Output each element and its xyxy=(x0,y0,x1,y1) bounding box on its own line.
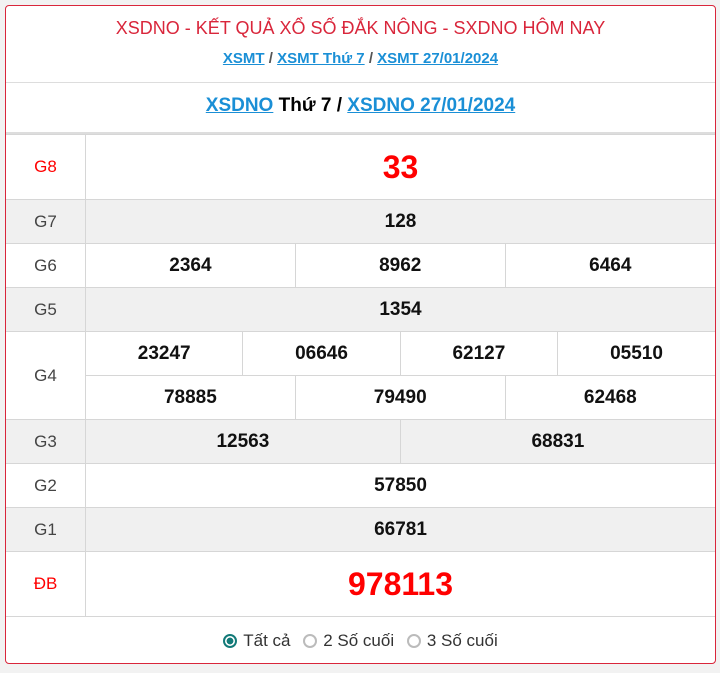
separator: / xyxy=(368,50,373,67)
option-label: Tất cả xyxy=(243,631,291,650)
prize-label: G8 xyxy=(6,134,86,200)
prize-value: 8962 xyxy=(294,243,506,288)
prize-value: 62468 xyxy=(504,375,715,420)
row-g7: G7 128 xyxy=(6,199,715,244)
prize-value: 978113 xyxy=(85,551,715,617)
digit-filter: Tất cả 2 Số cuối 3 Số cuối xyxy=(6,617,715,653)
prize-value: 06646 xyxy=(242,331,401,376)
prize-value: 128 xyxy=(85,199,715,244)
header: XSDNO - KẾT QUẢ XỔ SỐ ĐẮK NÔNG - SXDNO H… xyxy=(6,6,715,83)
prize-label: G1 xyxy=(6,507,86,552)
row-g3: G3 12563 68831 xyxy=(6,419,715,464)
radio-icon[interactable] xyxy=(406,634,421,648)
breadcrumb-xsmt-thu7[interactable]: XSMT Thứ 7 xyxy=(277,50,365,67)
row-db: ĐB 978113 xyxy=(6,551,715,617)
results-table: G8 33 G7 128 G6 2364 8962 6464 G5 1354 G4 23247… xyxy=(6,134,715,617)
prize-value: 68831 xyxy=(399,419,715,464)
filter-3-digits[interactable]: 3 Số cuối xyxy=(406,631,498,651)
filter-all[interactable]: Tất cả xyxy=(223,631,291,651)
row-g4: G4 23247 06646 62127 05510 xyxy=(6,331,715,420)
separator: / xyxy=(268,50,273,67)
row-g2: G2 57850 xyxy=(6,463,715,508)
xsdno-date-link[interactable]: XSDNO 27/01/2024 xyxy=(347,95,516,116)
prize-value: 1354 xyxy=(85,287,715,332)
option-label: 2 Số cuối xyxy=(323,631,395,650)
radio-icon[interactable] xyxy=(303,634,318,648)
row-g6: G6 2364 8962 6464 xyxy=(6,243,715,288)
title-text: Thứ 7 / xyxy=(273,95,348,116)
row-g4b: 78885 79490 62468 xyxy=(6,375,715,420)
prize-value: 62127 xyxy=(399,331,559,376)
prize-value: 78885 xyxy=(85,375,296,420)
prize-value: 79490 xyxy=(294,375,506,420)
row-g8: G8 33 xyxy=(6,134,715,200)
xsdno-link[interactable]: XSDNO xyxy=(205,95,274,116)
prize-label: G5 xyxy=(6,287,86,332)
results-title: XSDNO Thứ 7 / XSDNO 27/01/2024 xyxy=(6,83,715,134)
prize-value: 57850 xyxy=(85,463,715,508)
prize-label: ĐB xyxy=(6,551,86,617)
breadcrumb-xsmt-date[interactable]: XSMT 27/01/2024 xyxy=(377,50,499,67)
prize-value: 6464 xyxy=(504,243,715,288)
prize-value: 66781 xyxy=(85,507,715,552)
prize-value: 12563 xyxy=(85,419,401,464)
prize-value: 2364 xyxy=(85,243,296,288)
page-title: XSDNO - KẾT QUẢ XỔ SỐ ĐẮK NÔNG - SXDNO H… xyxy=(115,18,606,38)
prize-label: G3 xyxy=(6,419,86,464)
breadcrumb: XSMT / XSMT Thứ 7 / XSMT 27/01/2024 xyxy=(6,50,715,67)
prize-label: G6 xyxy=(6,243,86,288)
row-g1: G1 66781 xyxy=(6,507,715,552)
prize-value: 05510 xyxy=(557,331,715,376)
filter-2-digits[interactable]: 2 Số cuối xyxy=(303,631,394,651)
prize-value: 33 xyxy=(85,134,715,200)
results-panel: XSDNO - KẾT QUẢ XỔ SỐ ĐẮK NÔNG - SXDNO H… xyxy=(5,5,716,664)
option-label: 3 Số cuối xyxy=(426,631,498,650)
radio-checked-icon[interactable] xyxy=(223,634,238,648)
prize-label: G7 xyxy=(6,199,86,244)
row-g5: G5 1354 xyxy=(6,287,715,332)
prize-value: 23247 xyxy=(84,331,244,376)
prize-label: G4 xyxy=(6,331,86,420)
prize-label: G2 xyxy=(6,463,86,508)
breadcrumb-xsmt[interactable]: XSMT xyxy=(222,50,265,67)
